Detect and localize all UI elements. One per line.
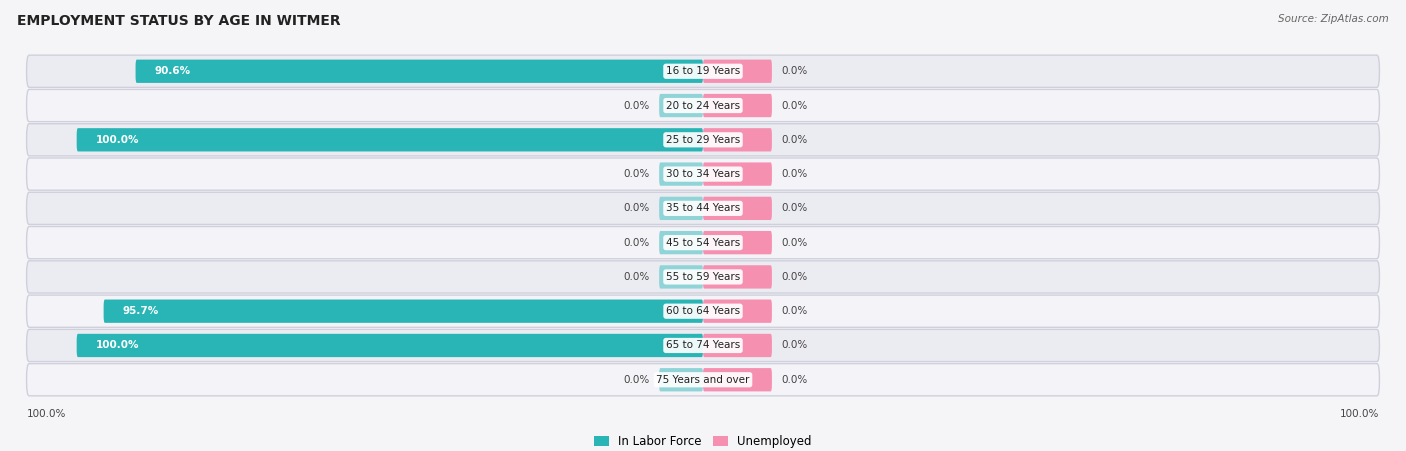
FancyBboxPatch shape [27,158,1379,190]
Text: 55 to 59 Years: 55 to 59 Years [666,272,740,282]
Text: 100.0%: 100.0% [1340,409,1379,419]
Text: 35 to 44 Years: 35 to 44 Years [666,203,740,213]
Text: 75 Years and over: 75 Years and over [657,375,749,385]
Text: 0.0%: 0.0% [782,238,807,248]
FancyBboxPatch shape [703,128,772,152]
Text: Source: ZipAtlas.com: Source: ZipAtlas.com [1278,14,1389,23]
Text: 100.0%: 100.0% [27,409,66,419]
Text: 0.0%: 0.0% [623,101,650,110]
FancyBboxPatch shape [703,197,772,220]
Text: 0.0%: 0.0% [623,375,650,385]
FancyBboxPatch shape [703,60,772,83]
FancyBboxPatch shape [27,364,1379,396]
FancyBboxPatch shape [659,368,703,391]
Text: 100.0%: 100.0% [96,135,139,145]
FancyBboxPatch shape [703,162,772,186]
FancyBboxPatch shape [104,299,703,323]
FancyBboxPatch shape [703,334,772,357]
Text: 30 to 34 Years: 30 to 34 Years [666,169,740,179]
FancyBboxPatch shape [703,368,772,391]
FancyBboxPatch shape [659,265,703,289]
FancyBboxPatch shape [659,94,703,117]
FancyBboxPatch shape [659,231,703,254]
Text: 0.0%: 0.0% [782,272,807,282]
FancyBboxPatch shape [27,192,1379,225]
Text: 0.0%: 0.0% [623,272,650,282]
FancyBboxPatch shape [703,299,772,323]
FancyBboxPatch shape [135,60,703,83]
FancyBboxPatch shape [27,295,1379,327]
FancyBboxPatch shape [659,162,703,186]
FancyBboxPatch shape [27,55,1379,87]
FancyBboxPatch shape [77,334,703,357]
Text: 0.0%: 0.0% [782,306,807,316]
Text: 25 to 29 Years: 25 to 29 Years [666,135,740,145]
Text: 100.0%: 100.0% [96,341,139,350]
Text: 0.0%: 0.0% [782,375,807,385]
Text: 90.6%: 90.6% [155,66,190,76]
FancyBboxPatch shape [27,226,1379,259]
FancyBboxPatch shape [27,89,1379,122]
FancyBboxPatch shape [703,231,772,254]
Text: 16 to 19 Years: 16 to 19 Years [666,66,740,76]
Text: 0.0%: 0.0% [782,101,807,110]
Text: EMPLOYMENT STATUS BY AGE IN WITMER: EMPLOYMENT STATUS BY AGE IN WITMER [17,14,340,28]
Text: 0.0%: 0.0% [782,135,807,145]
Text: 0.0%: 0.0% [623,203,650,213]
Text: 0.0%: 0.0% [623,238,650,248]
FancyBboxPatch shape [703,265,772,289]
Text: 95.7%: 95.7% [122,306,159,316]
Text: 0.0%: 0.0% [782,66,807,76]
FancyBboxPatch shape [703,94,772,117]
FancyBboxPatch shape [27,329,1379,362]
FancyBboxPatch shape [27,261,1379,293]
Text: 65 to 74 Years: 65 to 74 Years [666,341,740,350]
Text: 20 to 24 Years: 20 to 24 Years [666,101,740,110]
FancyBboxPatch shape [27,124,1379,156]
Text: 0.0%: 0.0% [782,203,807,213]
Text: 0.0%: 0.0% [782,341,807,350]
Text: 45 to 54 Years: 45 to 54 Years [666,238,740,248]
Text: 0.0%: 0.0% [782,169,807,179]
Legend: In Labor Force, Unemployed: In Labor Force, Unemployed [589,430,817,451]
Text: 60 to 64 Years: 60 to 64 Years [666,306,740,316]
FancyBboxPatch shape [77,128,703,152]
FancyBboxPatch shape [659,197,703,220]
Text: 0.0%: 0.0% [623,169,650,179]
